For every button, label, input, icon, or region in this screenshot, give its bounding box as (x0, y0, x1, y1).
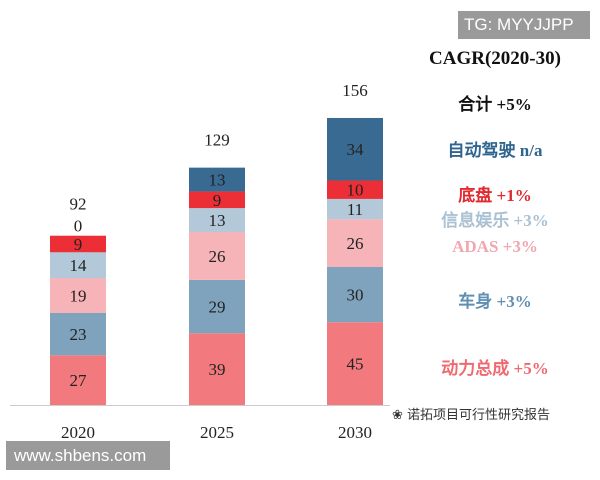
source-text: 诺拓项目可行性研究报告 (407, 408, 551, 423)
x-tick-label: 2020 (61, 423, 95, 442)
bar-segment (327, 267, 383, 323)
x-tick-label: 2025 (200, 423, 234, 442)
bar-segment (50, 313, 106, 356)
segment-label: 27 (70, 371, 88, 390)
bar-segment (189, 191, 245, 209)
legend-title: CAGR(2020-30) (429, 48, 561, 69)
bar-segment (189, 333, 245, 405)
bar-segment (50, 355, 106, 405)
segment-label: 11 (347, 200, 363, 219)
bar-segment (327, 117, 383, 181)
segment-label: 30 (347, 286, 364, 305)
segment-label: 29 (209, 298, 226, 317)
bar-segment (189, 167, 245, 192)
bar-segment (189, 232, 245, 280)
legend-total: 合计 +5% (458, 95, 532, 114)
legend-item-infotainment: 信息娱乐 +3% (441, 211, 549, 230)
legend-item-adas: ADAS +3% (452, 237, 538, 256)
segment-label: 39 (209, 360, 226, 379)
wechat-icon: ❀ (392, 408, 403, 423)
bar-segment (50, 252, 106, 279)
segment-label: 9 (74, 235, 83, 254)
bar-segment (189, 279, 245, 334)
segment-label: 34 (347, 140, 365, 159)
bar-segment (50, 235, 106, 253)
bar-segment (327, 322, 383, 405)
segment-label: 26 (347, 234, 364, 253)
segment-label: 13 (209, 211, 226, 230)
segment-label: 45 (347, 355, 364, 374)
segment-label: 10 (347, 181, 364, 200)
segment-label: 9 (213, 191, 222, 210)
tg-watermark: TG: MYYJJPP (458, 11, 590, 39)
bar-segment (327, 198, 383, 220)
bar-segment (327, 180, 383, 199)
legend-item-powertrain: 动力总成 +5% (441, 359, 549, 378)
segment-label: 19 (70, 287, 87, 306)
bar-segment (50, 278, 106, 313)
segment-label: 13 (209, 171, 226, 190)
source-watermark: ❀ 诺拓项目可行性研究报告 (390, 404, 553, 423)
segment-label: 26 (209, 247, 226, 266)
site-watermark: www.shbens.com (6, 441, 170, 470)
segment-label: 0 (74, 217, 83, 236)
legend-item-chassis: 底盘 +1% (458, 186, 532, 205)
total-label: 129 (204, 131, 230, 150)
bar-segment (189, 208, 245, 233)
legend-item-autonomous: 自动驾驶 n/a (447, 141, 543, 160)
x-tick-label: 2030 (338, 423, 372, 442)
segment-label: 23 (70, 325, 87, 344)
total-label: 92 (70, 195, 87, 214)
segment-label: 14 (70, 256, 88, 275)
bar-segment (327, 219, 383, 267)
legend-item-body: 车身 +3% (458, 292, 532, 311)
total-label: 156 (342, 81, 368, 100)
